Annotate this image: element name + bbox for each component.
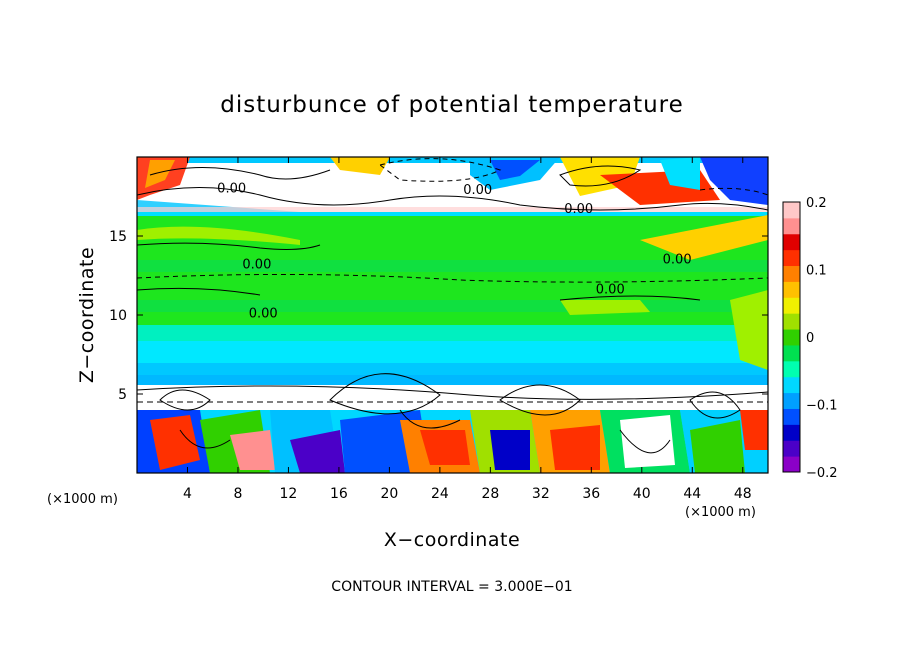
x-axis-ticks: 4 8 12 16 20 24 28 32 36 40 44 48 — [183, 157, 752, 502]
colorbar-swatch — [783, 202, 800, 219]
x-tick-label: 28 — [481, 486, 499, 502]
x-tick-label: 16 — [330, 486, 348, 502]
colorbar-swatch — [783, 408, 800, 425]
y-axis-unit: (×1000 m) — [47, 492, 118, 507]
colorbar-swatch — [783, 392, 800, 409]
colorbar: 0.2 0.1 0 −0.1 −0.2 — [782, 196, 838, 481]
x-tick-label: 4 — [183, 486, 192, 502]
colorbar-swatch — [783, 376, 800, 394]
chart-title: disturbunce of potential temperature — [220, 92, 684, 118]
colorbar-swatch — [783, 249, 800, 267]
x-tick-label: 40 — [633, 486, 651, 502]
colorbar-swatch — [783, 360, 800, 378]
x-axis-unit: (×1000 m) — [685, 505, 756, 520]
colorbar-swatch — [783, 424, 800, 441]
x-tick-label: 24 — [431, 486, 449, 502]
colorbar-swatch — [783, 440, 800, 457]
y-tick-label: 5 — [118, 387, 127, 403]
colorbar-swatch — [783, 456, 800, 473]
colorbar-swatch — [783, 297, 800, 314]
contour-label: 0.00 — [242, 257, 271, 272]
colorbar-frame — [782, 201, 801, 473]
x-tick-label: 8 — [233, 486, 242, 502]
x-tick-label: 12 — [280, 486, 298, 502]
colorbar-swatch — [783, 329, 800, 346]
colorbar-tick-label: 0.1 — [806, 264, 827, 279]
x-tick-label: 20 — [380, 486, 398, 502]
contour-labels: 0.00 0.00 0.00 0.00 0.00 0.00 0.00 — [217, 182, 692, 322]
colorbar-tick-label: −0.1 — [806, 399, 838, 414]
x-tick-label: 36 — [582, 486, 600, 502]
colorbar-swatch — [783, 217, 800, 235]
x-tick-label: 32 — [532, 486, 550, 502]
x-axis-label: X−coordinate — [384, 529, 520, 551]
contour-lines — [137, 158, 768, 454]
y-tick-label: 15 — [109, 229, 127, 245]
colorbar-swatch — [783, 233, 800, 251]
colorbar-tick-label: 0.2 — [806, 196, 827, 211]
contour-label: 0.00 — [463, 183, 492, 198]
colorbar-tick-label: −0.2 — [806, 466, 838, 481]
x-tick-label: 44 — [683, 486, 701, 502]
contour-label: 0.00 — [249, 306, 278, 321]
colorbar-tick-label: 0 — [806, 331, 814, 346]
x-tick-label: 48 — [734, 486, 752, 502]
contour-label: 0.00 — [564, 202, 593, 217]
colorbar-swatch — [783, 281, 800, 298]
y-axis-ticks: 5 10 15 — [109, 229, 768, 403]
contour-label: 0.00 — [217, 182, 246, 197]
contour-label: 0.00 — [663, 253, 692, 268]
y-axis-label: Z−coordinate — [76, 247, 98, 383]
field-heatmap — [137, 157, 768, 473]
colorbar-swatch — [783, 313, 800, 330]
y-tick-label: 10 — [109, 308, 127, 324]
contour-label: 0.00 — [596, 283, 625, 298]
colorbar-swatch — [783, 265, 800, 282]
colorbar-swatch — [783, 344, 800, 362]
contour-interval-note: CONTOUR INTERVAL = 3.000E−01 — [331, 579, 572, 595]
